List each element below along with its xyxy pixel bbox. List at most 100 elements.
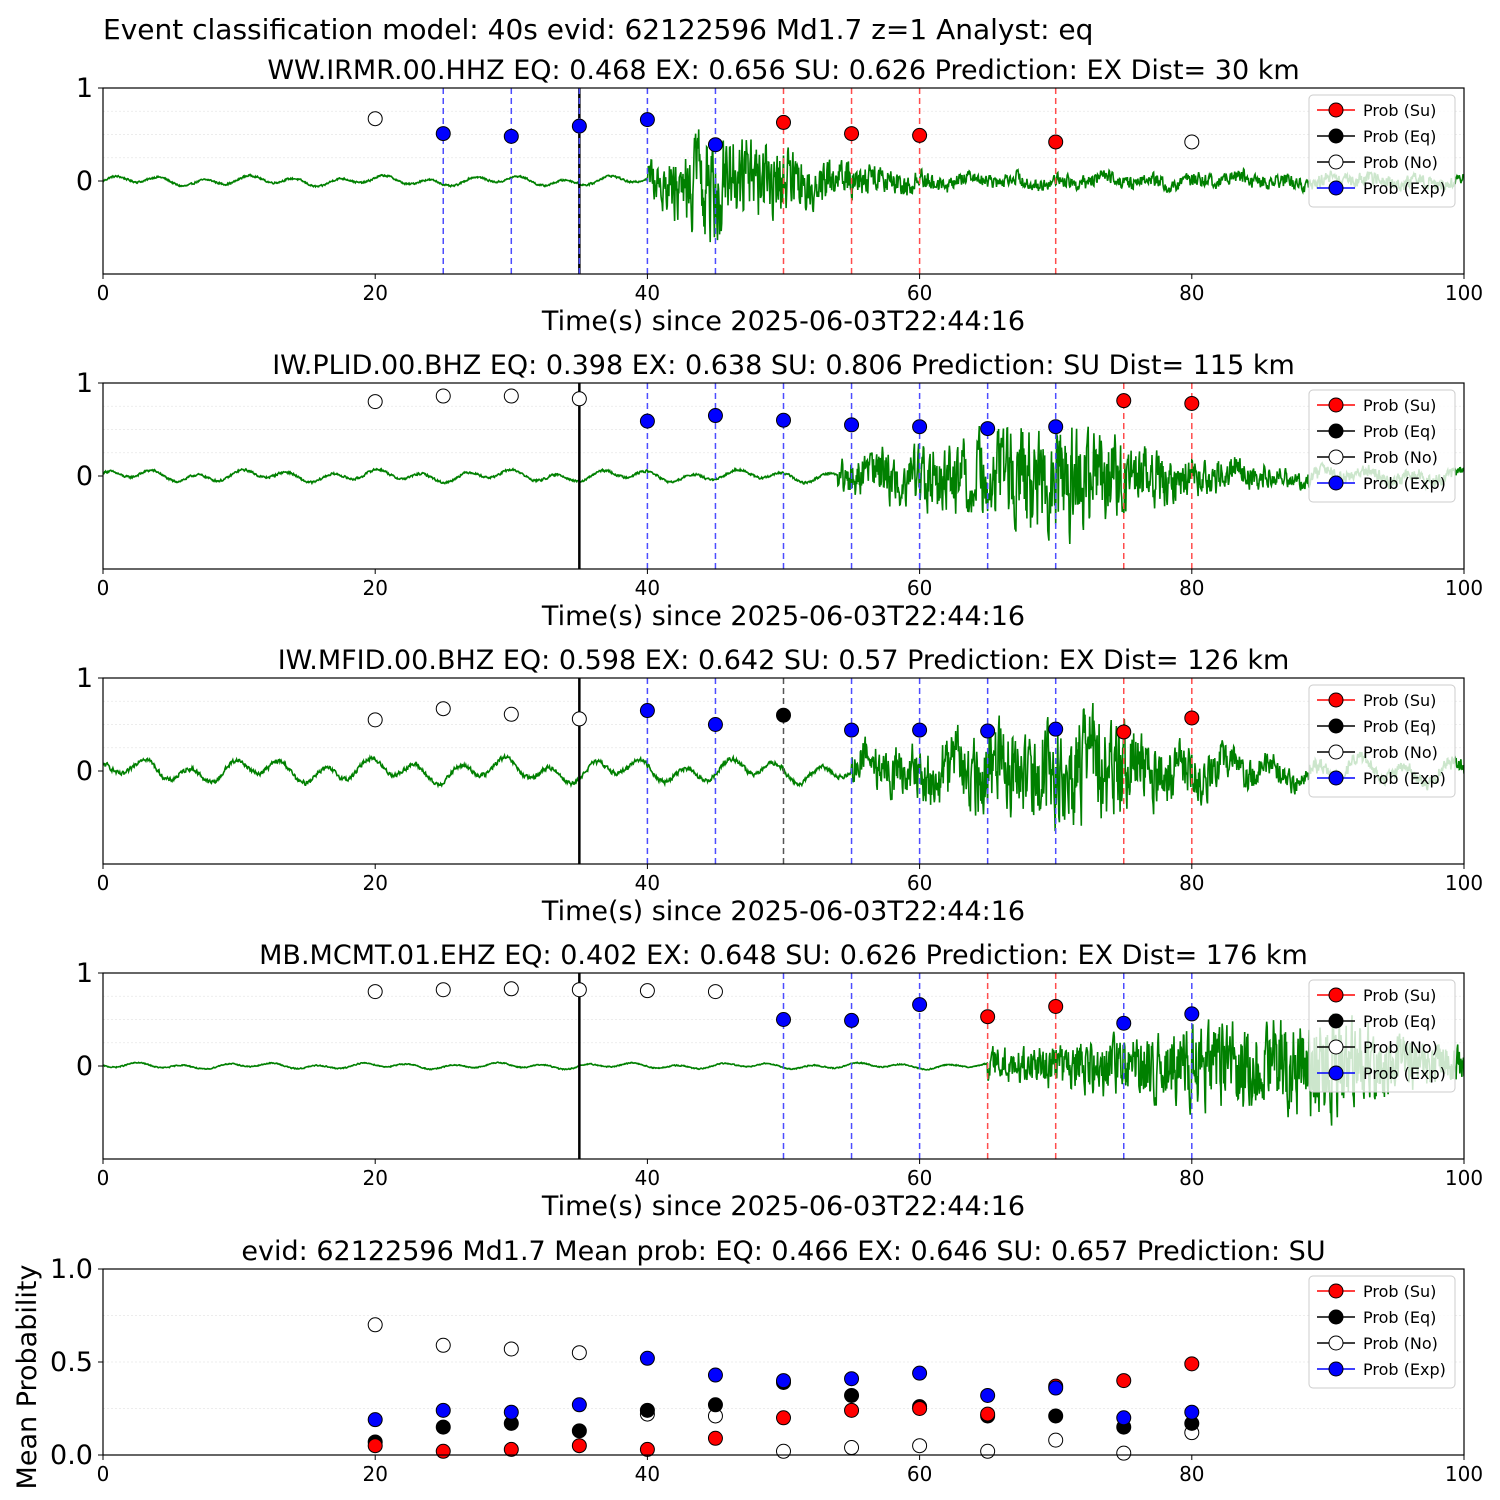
legend-marker-su — [1328, 1283, 1344, 1299]
mean-point-exp — [1184, 1404, 1200, 1420]
mean-point-eq — [435, 1419, 451, 1435]
x-tick-label: 20 — [362, 1462, 387, 1486]
waveform-trace — [103, 129, 1464, 243]
legend-label-exp: Prob (Exp) — [1363, 1360, 1446, 1379]
mean-point-no — [844, 1440, 860, 1456]
point-su — [1116, 393, 1132, 409]
x-tick-label: 0 — [97, 871, 110, 895]
point-exp — [980, 723, 996, 739]
x-tick-label: 0 — [97, 281, 110, 305]
point-no — [707, 984, 723, 1000]
mean-point-exp — [435, 1402, 451, 1418]
x-axis-label: Time(s) since 2025-06-03T22:44:16 — [541, 1191, 1025, 1222]
x-tick-label: 0 — [97, 1166, 110, 1190]
legend-marker-no — [1328, 449, 1344, 465]
panels: WW.IRMR.00.HHZ EQ: 0.468 EX: 0.656 SU: 0… — [12, 55, 1483, 1489]
point-exp — [571, 118, 587, 134]
point-su — [1184, 710, 1200, 726]
x-tick-label: 80 — [1179, 576, 1204, 600]
point-no — [435, 982, 451, 998]
mean-point-eq — [707, 1397, 723, 1413]
mean-point-su — [639, 1441, 655, 1457]
panel-title: MB.MCMT.01.EHZ EQ: 0.402 EX: 0.648 SU: 0… — [259, 940, 1308, 971]
point-exp — [980, 421, 996, 437]
plot-area — [103, 383, 1464, 569]
point-exp — [1048, 419, 1064, 435]
mean-point-su — [980, 1406, 996, 1422]
panel-2: IW.PLID.00.BHZ EQ: 0.398 EX: 0.638 SU: 0… — [76, 350, 1483, 632]
legend-label-exp: Prob (Exp) — [1363, 179, 1446, 198]
point-exp — [435, 126, 451, 142]
mean-point-exp — [571, 1397, 587, 1413]
legend-box — [1308, 94, 1456, 208]
y-tick-label: 1 — [76, 958, 93, 989]
mean-point-su — [776, 1410, 791, 1426]
point-exp — [1048, 721, 1064, 737]
legend-label-eq: Prob (Eq) — [1363, 717, 1436, 736]
point-exp — [707, 137, 723, 153]
mean-point-su — [503, 1441, 519, 1457]
figure-title: Event classification model: 40s evid: 62… — [103, 13, 1093, 46]
legend-label-eq: Prob (Eq) — [1363, 1308, 1436, 1327]
x-tick-label: 40 — [635, 871, 660, 895]
legend-marker-exp — [1328, 180, 1344, 196]
mean-point-no — [571, 1345, 587, 1361]
legend-marker-no — [1328, 744, 1344, 760]
plot-area — [103, 678, 1464, 864]
x-tick-label: 80 — [1179, 1462, 1204, 1486]
mean-point-exp — [844, 1371, 860, 1387]
y-tick-label: 1.0 — [50, 1254, 93, 1285]
legend-label-exp: Prob (Exp) — [1363, 474, 1446, 493]
x-tick-label: 60 — [907, 1462, 932, 1486]
mean-point-su — [1116, 1373, 1132, 1389]
legend-marker-su — [1328, 987, 1344, 1003]
mean-point-no — [503, 1341, 519, 1357]
legend-marker-eq — [1328, 128, 1344, 144]
point-exp — [912, 419, 928, 435]
mean-point-su — [912, 1401, 928, 1416]
point-su — [1048, 998, 1064, 1014]
mean-point-su — [367, 1438, 383, 1454]
legend-marker-eq — [1328, 423, 1344, 439]
mean-point-no — [912, 1438, 928, 1454]
mean-point-eq — [1048, 1408, 1064, 1424]
legend-label-su: Prob (Su) — [1363, 986, 1436, 1005]
legend-label-su: Prob (Su) — [1363, 396, 1436, 415]
legend-box — [1308, 1275, 1456, 1389]
point-no — [571, 391, 587, 407]
x-tick-label: 20 — [362, 281, 387, 305]
point-su — [776, 114, 791, 130]
panel-4: MB.MCMT.01.EHZ EQ: 0.402 EX: 0.648 SU: 0… — [76, 940, 1483, 1222]
x-tick-label: 40 — [635, 576, 660, 600]
point-exp — [639, 413, 655, 429]
y-tick-label: 0.5 — [50, 1347, 93, 1378]
plot-area — [103, 973, 1464, 1159]
point-no — [435, 388, 451, 404]
y-tick-label: 0.0 — [50, 1440, 93, 1471]
point-su — [1116, 724, 1132, 740]
x-tick-label: 60 — [907, 871, 932, 895]
mean-point-no — [980, 1443, 996, 1459]
panel-title: IW.PLID.00.BHZ EQ: 0.398 EX: 0.638 SU: 0… — [272, 350, 1295, 381]
point-no — [367, 712, 383, 728]
legend-marker-eq — [1328, 718, 1344, 734]
point-exp — [844, 1012, 860, 1028]
x-tick-label: 100 — [1445, 1462, 1483, 1486]
mean-point-exp — [707, 1367, 723, 1383]
mean-point-no — [367, 1317, 383, 1333]
legend-label-no: Prob (No) — [1363, 743, 1438, 762]
y-tick-label: 0 — [76, 1051, 93, 1082]
x-tick-label: 20 — [362, 1166, 387, 1190]
mean-point-eq — [571, 1423, 587, 1439]
legend-marker-su — [1328, 692, 1344, 708]
x-tick-label: 80 — [1179, 871, 1204, 895]
point-no — [639, 983, 655, 999]
legend-label-eq: Prob (Eq) — [1363, 1012, 1436, 1031]
legend-box — [1308, 979, 1456, 1093]
mean-point-exp — [980, 1387, 996, 1403]
point-exp — [1184, 1006, 1200, 1022]
point-no — [571, 711, 587, 727]
legend-label-su: Prob (Su) — [1363, 1282, 1436, 1301]
x-axis-label: Time(s) since 2025-06-03T22:44:16 — [541, 306, 1025, 337]
point-exp — [776, 412, 791, 428]
